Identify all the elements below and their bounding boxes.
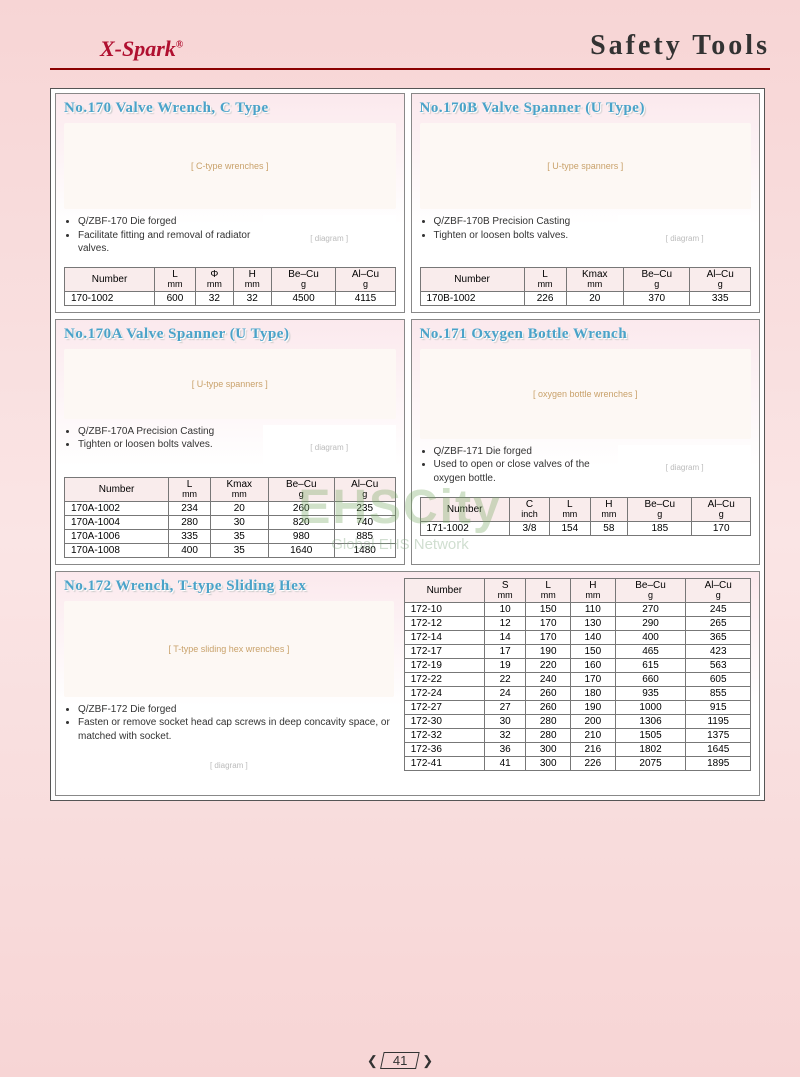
col-header: Number (404, 578, 484, 602)
diagram: [ diagram ] (263, 215, 396, 261)
table-row: 172-1010150110270245 (404, 602, 750, 616)
table-row: 170A-10084003516401480 (65, 543, 396, 557)
catalog-frame: No.170 Valve Wrench, C Type [ C-type wre… (50, 88, 765, 801)
table-row: 172-414130022620751895 (404, 756, 750, 770)
section-title: No.170A Valve Spanner (U Type) (64, 326, 396, 343)
table-row: 172-1212170130290265 (404, 616, 750, 630)
panel-grid: No.170 Valve Wrench, C Type [ C-type wre… (55, 93, 760, 796)
col-header: Hmm (233, 268, 271, 292)
col-header: Number (65, 477, 169, 501)
diagram: [ diagram ] (618, 215, 751, 261)
product-image: [ oxygen bottle wrenches ] (420, 349, 752, 439)
diagram: [ diagram ] (64, 747, 394, 783)
logo-text: X-Spark (100, 36, 176, 61)
table-row: 170A-100223420260235 (65, 501, 396, 515)
table-row: 170A-100633535980885 (65, 529, 396, 543)
table-row: 172-1919220160615563 (404, 658, 750, 672)
spec-table: NumberSmmLmmHmmBe–CugAl–Cug172-101015011… (404, 578, 751, 771)
table-row: 172-1414170140400365 (404, 630, 750, 644)
note-item: Q/ZBF-171 Die forged (434, 445, 611, 459)
table-row: 170B-100222620370335 (420, 291, 751, 305)
panel-172: No.172 Wrench, T-type Sliding Hex [ T-ty… (55, 571, 760, 797)
note-item: Facilitate fitting and removal of radiat… (78, 229, 255, 256)
note-item: Q/ZBF-172 Die forged (78, 703, 394, 717)
chevron-left-icon: ❮ (367, 1053, 378, 1069)
col-header: Kmaxmm (211, 477, 269, 501)
panel-170: No.170 Valve Wrench, C Type [ C-type wre… (55, 93, 405, 313)
page-number: ❮ 41 ❯ (367, 1052, 433, 1069)
col-header: Be–Cug (615, 578, 686, 602)
col-header: Number (65, 268, 155, 292)
notes-list: Q/ZBF-170B Precision CastingTighten or l… (420, 215, 611, 242)
section-title: No.170 Valve Wrench, C Type (64, 100, 396, 117)
table-row: 172-303028020013061195 (404, 714, 750, 728)
notes-list: Q/ZBF-172 Die forgedFasten or remove soc… (64, 703, 394, 744)
note-item: Tighten or loosen bolts valves. (434, 229, 611, 243)
brand-logo: X-Spark® (100, 36, 183, 62)
col-header: Cinch (509, 497, 549, 521)
registered-mark: ® (176, 40, 183, 51)
col-header: Smm (484, 578, 525, 602)
notes-list: Q/ZBF-171 Die forgedUsed to open or clos… (420, 445, 611, 486)
col-header: Be–Cug (271, 268, 336, 292)
note-item: Q/ZBF-170A Precision Casting (78, 425, 255, 439)
table-row: 170-1002600323245004115 (65, 291, 396, 305)
col-header: Al–Cug (336, 268, 395, 292)
table-row: 170A-100428030820740 (65, 515, 396, 529)
diagram: [ diagram ] (263, 425, 396, 471)
col-header: Kmaxmm (566, 268, 624, 292)
section-title: No.170B Valve Spanner (U Type) (420, 100, 752, 117)
note-item: Q/ZBF-170B Precision Casting (434, 215, 611, 229)
note-item: Tighten or loosen bolts valves. (78, 438, 255, 452)
spec-table: NumberLmmKmaxmmBe–CugAl–Cug170A-10022342… (64, 477, 396, 558)
col-header: Lmm (550, 497, 591, 521)
product-image: [ T-type sliding hex wrenches ] (64, 601, 394, 697)
col-header: Hmm (590, 497, 628, 521)
spec-table: NumberLmmKmaxmmBe–CugAl–Cug170B-10022262… (420, 267, 752, 306)
header-divider (50, 68, 770, 70)
panel-171: No.171 Oxygen Bottle Wrench [ oxygen bot… (411, 319, 761, 565)
col-header: Al–Cug (334, 477, 395, 501)
col-header: Al–Cug (692, 497, 751, 521)
product-image: [ U-type spanners ] (420, 123, 752, 209)
note-item: Fasten or remove socket head cap screws … (78, 716, 394, 743)
col-header: Lmm (155, 268, 196, 292)
col-header: Number (420, 268, 524, 292)
spec-table: NumberCinchLmmHmmBe–CugAl–Cug171-10023/8… (420, 497, 752, 536)
table-row: 171-10023/815458185170 (420, 521, 751, 535)
panel-170a: No.170A Valve Spanner (U Type) [ U-type … (55, 319, 405, 565)
col-header: Lmm (169, 477, 211, 501)
col-header: Be–Cug (268, 477, 334, 501)
table-row: 172-27272601901000915 (404, 700, 750, 714)
col-header: Number (420, 497, 509, 521)
col-header: Lmm (526, 578, 571, 602)
section-title: No.172 Wrench, T-type Sliding Hex (64, 578, 394, 595)
table-row: 172-2424260180935855 (404, 686, 750, 700)
col-header: Al–Cug (686, 578, 751, 602)
notes-list: Q/ZBF-170A Precision CastingTighten or l… (64, 425, 255, 452)
table-row: 172-363630021618021645 (404, 742, 750, 756)
col-header: Be–Cug (624, 268, 690, 292)
product-image: [ U-type spanners ] (64, 349, 396, 419)
col-header: Hmm (571, 578, 616, 602)
product-image: [ C-type wrenches ] (64, 123, 396, 209)
diagram: [ diagram ] (618, 445, 751, 491)
page-title: Safety Tools (590, 30, 770, 62)
col-header: Al–Cug (690, 268, 751, 292)
chevron-right-icon: ❯ (422, 1053, 433, 1069)
panel-170b: No.170B Valve Spanner (U Type) [ U-type … (411, 93, 761, 313)
spec-table: NumberLmmΦmmHmmBe–CugAl–Cug170-100260032… (64, 267, 396, 306)
col-header: Lmm (524, 268, 566, 292)
table-row: 172-1717190150465423 (404, 644, 750, 658)
col-header: Φmm (195, 268, 233, 292)
table-row: 172-2222240170660605 (404, 672, 750, 686)
note-item: Used to open or close valves of the oxyg… (434, 458, 611, 485)
section-title: No.171 Oxygen Bottle Wrench (420, 326, 752, 343)
col-header: Be–Cug (628, 497, 692, 521)
note-item: Q/ZBF-170 Die forged (78, 215, 255, 229)
table-row: 172-323228021015051375 (404, 728, 750, 742)
notes-list: Q/ZBF-170 Die forgedFacilitate fitting a… (64, 215, 255, 256)
page-header: X-Spark® Safety Tools (0, 0, 800, 68)
